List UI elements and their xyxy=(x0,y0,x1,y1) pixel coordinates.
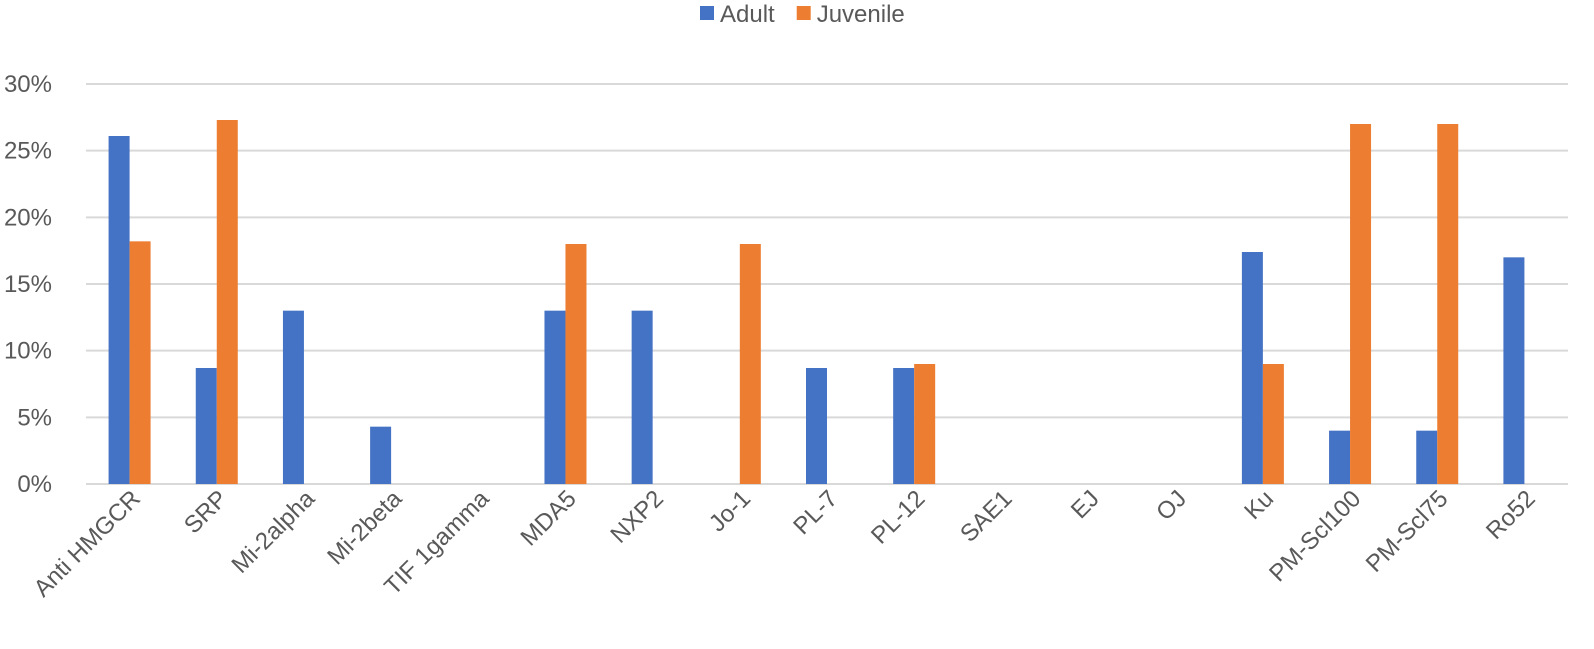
x-tick-label: PM-Scl75 xyxy=(1361,485,1454,578)
gridlines xyxy=(86,83,1568,485)
x-tick-label: PL-7 xyxy=(788,485,843,540)
bar-adult-9 xyxy=(893,368,915,484)
bars xyxy=(108,120,1525,484)
bar-adult-13 xyxy=(1241,252,1263,484)
x-tick-label: Mi-2alpha xyxy=(227,485,321,579)
bar-juvenile-13 xyxy=(1262,364,1284,484)
legend-swatch-adult xyxy=(700,6,714,20)
bar-adult-2 xyxy=(282,310,304,484)
x-tick-label: MDA5 xyxy=(515,485,581,551)
bar-juvenile-7 xyxy=(739,244,761,484)
x-tick-label: NXP2 xyxy=(605,485,668,548)
bar-adult-6 xyxy=(631,310,653,484)
bar-juvenile-9 xyxy=(914,364,936,484)
legend-swatch-juvenile xyxy=(796,6,811,20)
bar-juvenile-14 xyxy=(1350,124,1372,484)
bar-adult-8 xyxy=(806,368,827,484)
bar-juvenile-15 xyxy=(1437,124,1459,484)
y-tick-label: 0% xyxy=(17,471,52,498)
x-tick-label: SAE1 xyxy=(955,485,1017,547)
y-tick-label: 15% xyxy=(4,271,52,298)
x-tick-label: Anti HMGCR xyxy=(29,485,146,602)
y-tick-label: 20% xyxy=(4,204,52,231)
bar-adult-3 xyxy=(370,426,392,484)
bar-adult-5 xyxy=(544,310,566,484)
bar-juvenile-0 xyxy=(129,241,151,484)
bar-adult-14 xyxy=(1329,430,1351,484)
x-tick-label: Ro52 xyxy=(1481,485,1541,545)
y-tick-label: 25% xyxy=(4,138,52,165)
bar-adult-0 xyxy=(108,136,130,484)
x-tick-label: EJ xyxy=(1066,485,1105,524)
x-tick-label: Jo-1 xyxy=(704,485,756,537)
x-tick-label: PL-12 xyxy=(866,485,930,549)
x-tick-label: Mi-2beta xyxy=(322,485,408,571)
legend-label-juvenile: Juvenile xyxy=(817,1,905,28)
y-tick-label: 10% xyxy=(4,338,52,365)
x-tick-label: SRP xyxy=(179,485,233,539)
x-tick-label: PM-Scl100 xyxy=(1264,485,1366,587)
y-tick-label: 5% xyxy=(17,404,52,431)
y-axis-ticks: 0% 5% 10% 15% 20% 25% 30% xyxy=(4,71,52,498)
bar-adult-15 xyxy=(1416,430,1438,484)
bar-juvenile-1 xyxy=(216,120,238,484)
bar-juvenile-5 xyxy=(565,244,587,484)
legend-label-adult: Adult xyxy=(720,1,775,28)
x-tick-label: Ku xyxy=(1239,485,1279,525)
bar-adult-1 xyxy=(195,368,217,484)
bar-adult-16 xyxy=(1503,257,1525,484)
x-tick-label: OJ xyxy=(1151,485,1192,526)
legend: Adult Juvenile xyxy=(700,1,905,28)
y-tick-label: 30% xyxy=(4,71,52,98)
